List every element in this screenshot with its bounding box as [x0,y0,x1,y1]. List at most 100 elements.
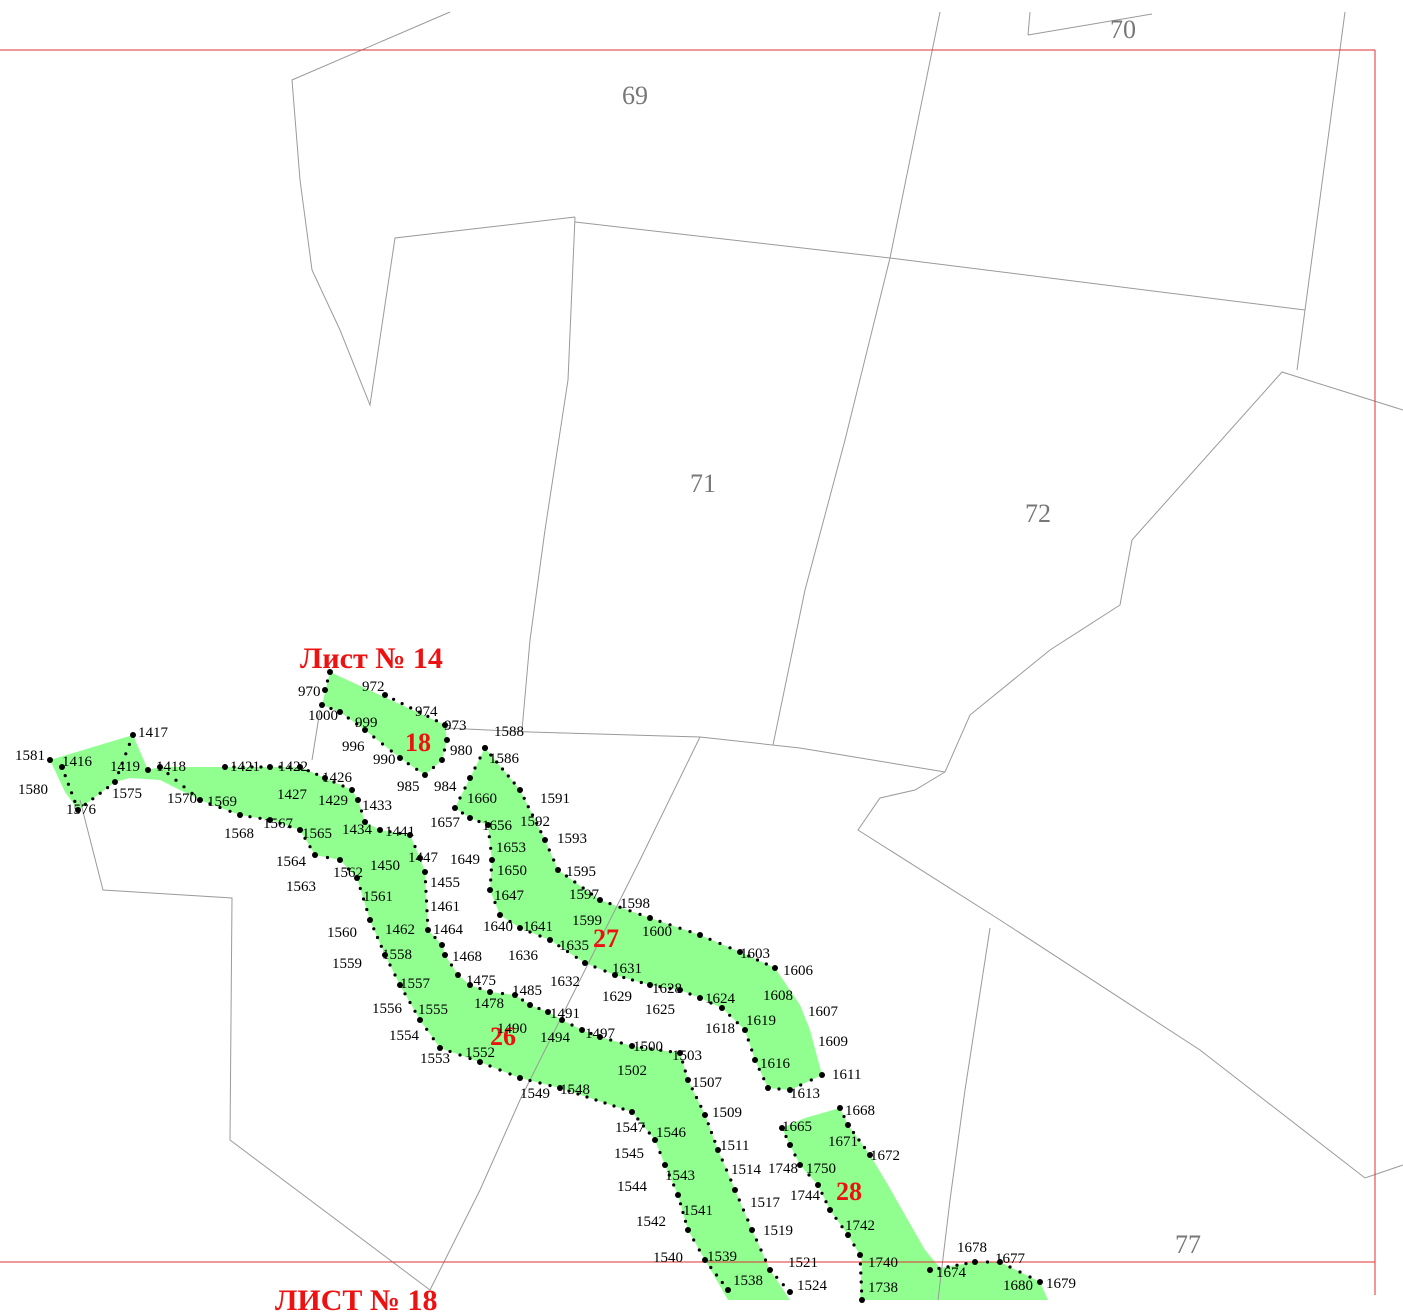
point-label: 1599 [572,913,602,929]
point-label: 1427 [277,787,308,803]
boundary-point [685,1227,691,1233]
point-label: 1665 [782,1119,812,1135]
boundary-dot [574,955,578,959]
boundary-point [145,767,151,773]
boundary-point [845,1122,851,1128]
boundary-dot [809,1078,813,1082]
boundary-dot [690,1087,694,1091]
zone-labels: 18 26 27 28 [405,728,862,1206]
boundary-point [517,787,523,793]
boundary-point [327,669,333,675]
boundary-dot [477,819,481,824]
boundary-point [337,857,343,863]
point-label: 1558 [382,947,412,963]
boundary-point [547,937,553,943]
boundary-point [407,832,413,838]
point-label: 1502 [617,1063,647,1079]
boundary-dot [409,706,413,710]
boundary-dot [713,1139,717,1143]
point-label: 1668 [845,1103,875,1119]
point-label: 1561 [363,889,393,905]
point-labels: 1581 1416 1417 1419 1418 1421 1422 1426 … [15,679,1076,1296]
boundary-point [702,1112,708,1118]
boundary-dot [433,935,437,940]
point-label: 1619 [746,1013,776,1029]
point-label: 1606 [783,963,814,979]
boundary-point [362,819,368,825]
boundary-dot [528,930,532,934]
point-label: 1500 [633,1039,663,1055]
boundary-dot [413,844,417,849]
boundary-point [845,1232,851,1238]
boundary-dot [389,749,393,753]
boundary-point [444,737,450,743]
point-label: 1468 [452,949,482,965]
boundary-dot [840,1225,844,1229]
boundary-dot [434,719,438,723]
point-label: 1433 [362,798,392,814]
boundary-dot [946,1265,950,1269]
boundary-dot [820,1191,824,1195]
boundary-dot [668,923,672,927]
parcel-labels: 69 70 71 72 77 [622,15,1201,1259]
boundary-dot [538,1081,542,1085]
boundary-point [482,745,488,751]
point-label: 1609 [818,1034,848,1050]
boundary-dot [346,867,351,871]
boundary-dot [851,1130,856,1135]
boundary-point [815,1182,821,1188]
boundary-point [787,1289,793,1295]
boundary-point [827,1207,833,1213]
point-label: 1546 [656,1125,687,1141]
point-label: 1656 [482,818,513,834]
boundary-point [397,982,403,988]
boundary-dot [548,1083,552,1088]
boundary-dot [608,902,612,906]
boundary-dot [757,1067,761,1071]
boundary-point [452,805,458,811]
boundary-dot [359,809,364,813]
boundary-dot [232,765,236,769]
boundary-point [422,772,428,778]
point-label: 1559 [332,956,362,972]
boundary-point [485,822,491,828]
boundary-point [425,927,431,933]
boundary-point [439,757,445,763]
point-label: 1678 [957,1240,987,1256]
boundary-point [417,1017,423,1023]
boundary-dot [573,880,577,884]
point-label: 1517 [750,1195,781,1211]
point-label: 1556 [372,1001,403,1017]
boundary-dot [73,799,77,804]
boundary-point [489,857,495,863]
point-label: 1563 [286,879,316,895]
zone-label-28: 28 [836,1177,862,1206]
boundary-point [647,915,653,921]
boundary-point [442,952,448,958]
boundary-dot [520,998,525,1002]
point-label: 999 [355,715,378,731]
boundary-point [439,942,445,948]
boundary-point [467,815,473,821]
boundary-dot [678,1202,683,1206]
boundary-dot [834,1216,838,1220]
point-label: 1600 [642,924,672,940]
boundary-point [819,1072,825,1078]
point-label: 1647 [494,888,525,904]
boundary-dot [468,1056,472,1061]
boundary-dot [557,944,561,948]
boundary-point [130,732,136,738]
boundary-point [675,1192,681,1198]
point-label: 1567 [263,816,294,832]
boundary-dot [426,714,430,719]
point-label: 1595 [566,864,596,880]
boundary-dot [372,927,376,931]
boundary-dot [706,1122,710,1126]
boundary-dot [1028,1275,1032,1279]
point-label: 1588 [494,724,524,740]
boundary-dot [764,962,768,966]
point-label: 1564 [276,854,307,870]
boundary-dot [746,1038,750,1042]
boundary-point [157,764,163,770]
